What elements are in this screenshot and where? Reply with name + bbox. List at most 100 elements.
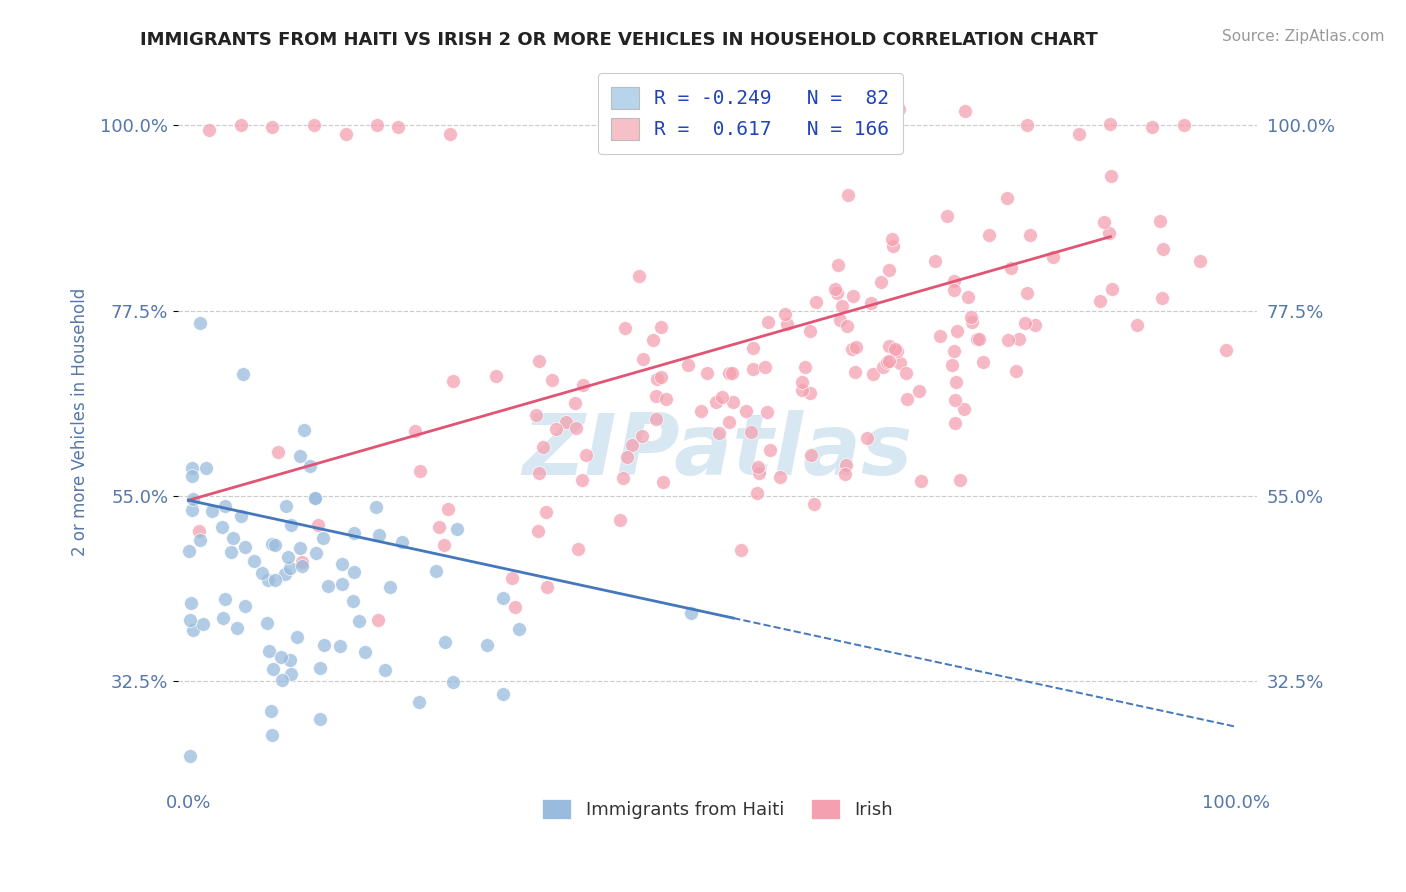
Point — [834, 467, 856, 482]
Point — [842, 289, 865, 303]
Point — [645, 389, 668, 403]
Point — [877, 339, 900, 353]
Point — [1088, 294, 1111, 309]
Point — [524, 408, 547, 422]
Point — [696, 366, 718, 380]
Point — [441, 374, 464, 388]
Point — [841, 342, 863, 356]
Point — [267, 445, 290, 459]
Point — [631, 429, 654, 443]
Point — [935, 210, 957, 224]
Point — [262, 662, 284, 676]
Point — [314, 638, 336, 652]
Point — [527, 466, 550, 480]
Point — [575, 449, 598, 463]
Point — [755, 405, 778, 419]
Point — [260, 537, 283, 551]
Point — [1126, 318, 1149, 332]
Point — [769, 469, 792, 483]
Point — [374, 663, 396, 677]
Point — [292, 423, 315, 437]
Point — [366, 500, 388, 514]
Point — [434, 635, 457, 649]
Point — [886, 344, 908, 359]
Point — [188, 524, 211, 538]
Point — [177, 544, 200, 558]
Point — [1099, 169, 1122, 183]
Point — [884, 342, 907, 356]
Point — [564, 420, 586, 434]
Point — [1149, 213, 1171, 227]
Point — [378, 580, 401, 594]
Point — [554, 415, 576, 429]
Point — [1101, 282, 1123, 296]
Point — [943, 416, 966, 430]
Point — [676, 358, 699, 372]
Point — [876, 355, 898, 369]
Point — [651, 475, 673, 489]
Point — [945, 376, 967, 390]
Point — [756, 315, 779, 329]
Point — [967, 332, 990, 346]
Y-axis label: 2 or more Vehicles in Household: 2 or more Vehicles in Household — [72, 288, 89, 556]
Point — [641, 333, 664, 347]
Point — [997, 333, 1019, 347]
Point — [943, 393, 966, 408]
Point — [212, 611, 235, 625]
Point — [1099, 117, 1122, 131]
Point — [645, 412, 668, 426]
Point — [368, 527, 391, 541]
Point — [1142, 120, 1164, 135]
Point — [408, 695, 430, 709]
Point — [654, 392, 676, 407]
Point — [274, 566, 297, 581]
Point — [278, 561, 301, 575]
Point — [650, 370, 672, 384]
Point — [274, 499, 297, 513]
Point — [1173, 119, 1195, 133]
Point — [775, 307, 797, 321]
Point — [304, 118, 326, 132]
Point — [262, 120, 284, 135]
Point — [960, 315, 983, 329]
Point — [825, 286, 848, 301]
Point — [233, 599, 256, 614]
Point — [439, 127, 461, 141]
Point — [256, 573, 278, 587]
Point — [997, 191, 1019, 205]
Point — [195, 460, 218, 475]
Point — [546, 422, 568, 436]
Point — [1024, 318, 1046, 332]
Point — [335, 127, 357, 141]
Point — [966, 332, 988, 346]
Point — [1008, 332, 1031, 346]
Point — [1005, 364, 1028, 378]
Point — [834, 458, 856, 473]
Point — [404, 424, 426, 438]
Point — [1014, 316, 1036, 330]
Point — [527, 354, 550, 368]
Point — [1067, 127, 1090, 141]
Point — [367, 613, 389, 627]
Point — [959, 310, 981, 324]
Point — [270, 649, 292, 664]
Point — [271, 673, 294, 688]
Point — [531, 440, 554, 454]
Point — [943, 343, 966, 358]
Point — [721, 366, 744, 380]
Point — [862, 367, 884, 381]
Point — [492, 591, 515, 605]
Point — [956, 290, 979, 304]
Point — [717, 415, 740, 429]
Point — [280, 518, 302, 533]
Point — [794, 359, 817, 374]
Point — [188, 316, 211, 330]
Point — [567, 541, 589, 556]
Point — [391, 535, 413, 549]
Point — [572, 378, 595, 392]
Point — [329, 639, 352, 653]
Point — [889, 356, 911, 370]
Point — [1152, 242, 1174, 256]
Point — [343, 525, 366, 540]
Point — [309, 712, 332, 726]
